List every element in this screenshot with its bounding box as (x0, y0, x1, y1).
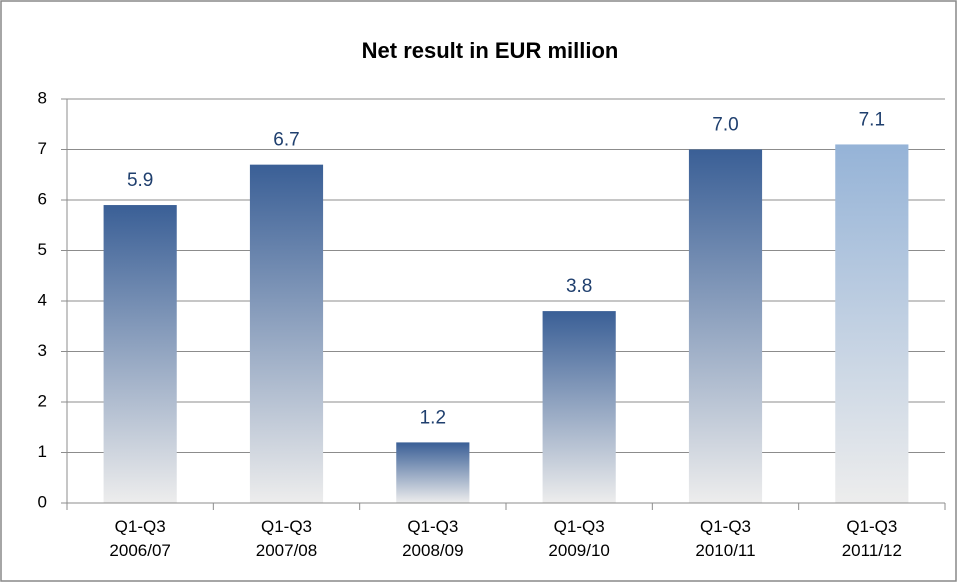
value-label: 7.0 (712, 115, 738, 136)
value-label: 6.7 (273, 130, 299, 151)
y-tick-label: 7 (38, 139, 47, 158)
value-label: 3.8 (566, 276, 592, 297)
bar (249, 164, 324, 503)
bar (396, 442, 470, 503)
x-tick-label: Q1-Q3 2007/08 (255, 517, 318, 560)
value-label: 1.2 (420, 407, 446, 428)
y-tick-label: 5 (38, 240, 47, 259)
value-label: 7.1 (859, 109, 885, 130)
y-tick-label: 6 (38, 189, 47, 208)
chart-title: Net result in EUR million (362, 38, 619, 63)
x-tick-label: Q1-Q3 2011/12 (841, 517, 902, 560)
y-tick-label: 0 (38, 492, 47, 511)
x-tick-label: Q1-Q3 2010/11 (695, 517, 756, 560)
x-tick-label: Q1-Q3 2009/10 (548, 517, 610, 560)
bar (542, 311, 616, 503)
x-tick-label: Q1-Q3 2006/07 (109, 517, 171, 560)
y-tick-label: 2 (38, 391, 47, 410)
y-tick-label: 4 (38, 290, 47, 309)
y-tick-label: 3 (38, 341, 47, 360)
bar (688, 149, 763, 503)
x-tick-label: Q1-Q3 2008/09 (402, 517, 464, 560)
value-label: 5.9 (127, 170, 153, 191)
bar (103, 205, 177, 504)
y-tick-label: 8 (38, 88, 47, 107)
y-tick-label: 1 (38, 442, 47, 461)
bar (835, 144, 909, 503)
